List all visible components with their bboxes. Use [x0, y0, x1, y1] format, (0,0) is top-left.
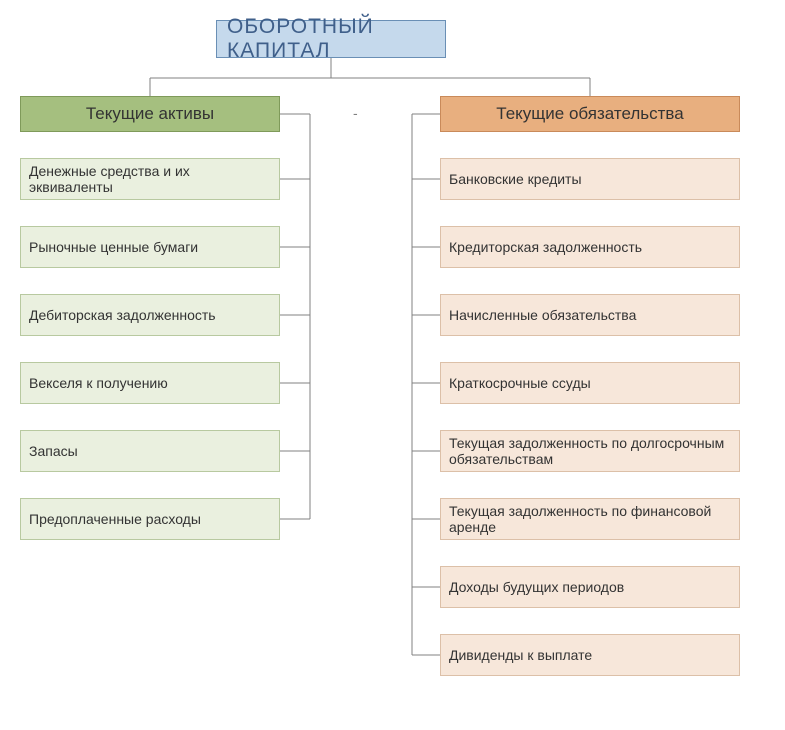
left-item-label: Денежные средства и их эквиваленты	[29, 163, 271, 195]
left-item: Запасы	[20, 430, 280, 472]
right-item-label: Кредиторская задолженность	[449, 239, 642, 255]
left-item: Рыночные ценные бумаги	[20, 226, 280, 268]
minus-symbol: -	[353, 105, 358, 121]
right-item-label: Краткосрочные ссуды	[449, 375, 591, 391]
right-item-label: Доходы будущих периодов	[449, 579, 624, 595]
left-item: Дебиторская задолженность	[20, 294, 280, 336]
right-item: Банковские кредиты	[440, 158, 740, 200]
left-item: Предоплаченные расходы	[20, 498, 280, 540]
left-header-label: Текущие активы	[86, 104, 214, 124]
right-item-label: Банковские кредиты	[449, 171, 582, 187]
right-item-label: Текущая задолженность по финансовой арен…	[449, 503, 731, 535]
right-item: Кредиторская задолженность	[440, 226, 740, 268]
right-item-label: Текущая задолженность по долгосрочным об…	[449, 435, 731, 467]
right-item: Дивиденды к выплате	[440, 634, 740, 676]
right-item-label: Дивиденды к выплате	[449, 647, 592, 663]
right-item-label: Начисленные обязательства	[449, 307, 636, 323]
right-item: Начисленные обязательства	[440, 294, 740, 336]
left-item-label: Запасы	[29, 443, 78, 459]
left-item-label: Векселя к получению	[29, 375, 168, 391]
left-header: Текущие активы	[20, 96, 280, 132]
right-header: Текущие обязательства	[440, 96, 740, 132]
right-item: Доходы будущих периодов	[440, 566, 740, 608]
root-box: ОБОРОТНЫЙ КАПИТАЛ	[216, 20, 446, 58]
right-item: Краткосрочные ссуды	[440, 362, 740, 404]
right-header-label: Текущие обязательства	[496, 104, 683, 124]
left-item: Векселя к получению	[20, 362, 280, 404]
left-item: Денежные средства и их эквиваленты	[20, 158, 280, 200]
root-label: ОБОРОТНЫЙ КАПИТАЛ	[227, 15, 435, 63]
left-item-label: Дебиторская задолженность	[29, 307, 216, 323]
left-item-label: Рыночные ценные бумаги	[29, 239, 198, 255]
left-item-label: Предоплаченные расходы	[29, 511, 201, 527]
right-item: Текущая задолженность по долгосрочным об…	[440, 430, 740, 472]
right-item: Текущая задолженность по финансовой арен…	[440, 498, 740, 540]
